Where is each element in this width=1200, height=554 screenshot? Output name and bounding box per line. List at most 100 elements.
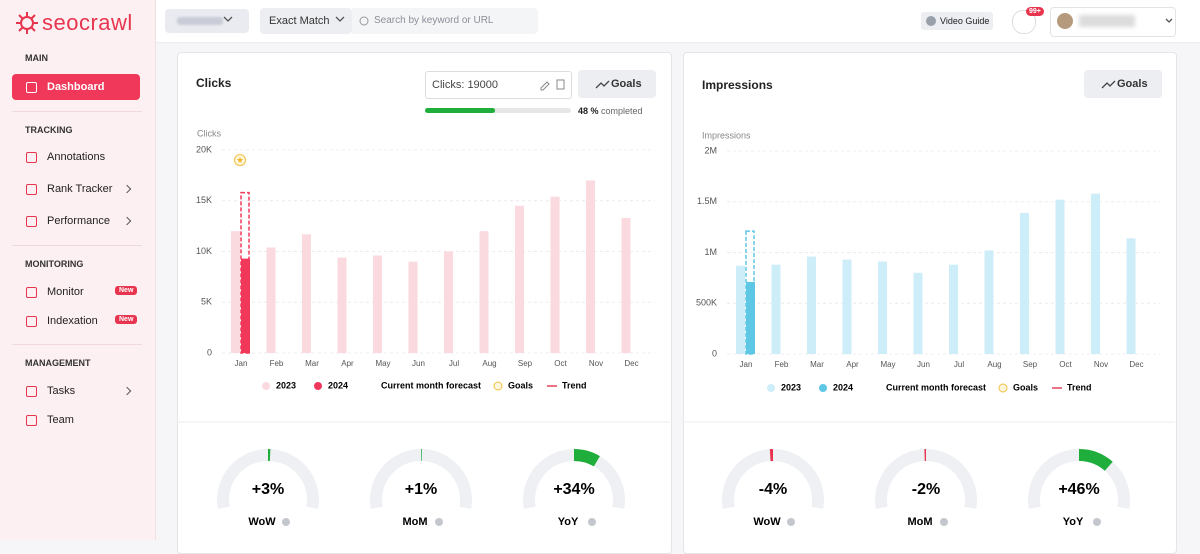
bar	[807, 257, 816, 354]
delete-icon[interactable]	[557, 80, 564, 89]
gauge-label: YoY	[558, 516, 579, 528]
x-tick-label: Nov	[1094, 360, 1108, 369]
bar	[985, 250, 994, 354]
bar	[1056, 200, 1065, 354]
bar	[622, 218, 631, 353]
y-tick-label: 1.5M	[697, 196, 717, 206]
x-tick-label: May	[375, 359, 390, 368]
bar	[444, 252, 453, 354]
gauge-value-label: +34%	[553, 481, 594, 498]
gauge-label: MoM	[907, 516, 932, 528]
bar	[1127, 238, 1136, 354]
legend-swatch	[494, 382, 502, 390]
x-tick-label: Jul	[954, 360, 964, 369]
gauge-label: WoW	[248, 516, 276, 528]
gauge-label: WoW	[753, 516, 781, 528]
y-tick-label: 1M	[704, 247, 717, 257]
bar	[843, 260, 852, 354]
x-tick-label: Oct	[1059, 360, 1072, 369]
legend-label: Trend	[562, 380, 587, 390]
legend-swatch	[262, 382, 270, 390]
bar	[267, 247, 276, 353]
edit-icon[interactable]	[541, 82, 549, 90]
gauge-label: MoM	[402, 516, 427, 528]
x-tick-label: Mar	[305, 359, 319, 368]
x-tick-label: Dec	[1129, 360, 1143, 369]
legend-label: Goals	[1013, 382, 1038, 392]
bar	[551, 197, 560, 353]
x-tick-label: Mar	[810, 360, 824, 369]
help-icon	[1093, 518, 1101, 526]
bar	[1020, 213, 1029, 354]
help-icon	[787, 518, 795, 526]
x-tick-label: Nov	[589, 359, 603, 368]
bar	[480, 231, 489, 353]
legend-label: Goals	[508, 380, 533, 390]
bar	[515, 206, 524, 353]
y-tick-label: 10K	[196, 246, 212, 256]
x-tick-label: Jul	[449, 359, 459, 368]
bar	[409, 262, 418, 353]
trend-icon	[596, 81, 609, 88]
help-icon	[588, 518, 596, 526]
bar	[949, 265, 958, 354]
bar	[241, 259, 250, 353]
gauge-value-label: +3%	[252, 481, 284, 498]
legend-label: 2023	[781, 382, 801, 392]
help-icon	[282, 518, 290, 526]
x-tick-label: Sep	[1023, 360, 1038, 369]
x-tick-label: Apr	[341, 359, 354, 368]
help-icon	[435, 518, 443, 526]
x-tick-label: Jun	[412, 359, 425, 368]
gauge-value-label: -4%	[759, 481, 787, 498]
legend-swatch	[819, 384, 827, 392]
x-tick-label: Aug	[482, 359, 496, 368]
bar	[772, 265, 781, 354]
bar	[878, 262, 887, 354]
gauge-value-label: +1%	[405, 481, 437, 498]
y-axis-label: Impressions	[702, 130, 751, 140]
bar	[746, 282, 755, 354]
x-tick-label: Apr	[846, 360, 859, 369]
legend-label: Current month forecast	[886, 382, 986, 392]
x-tick-label: Sep	[518, 359, 533, 368]
gauge-label: YoY	[1063, 516, 1084, 528]
legend-label: 2024	[328, 380, 348, 390]
gauge-value-label: -2%	[912, 481, 940, 498]
x-tick-label: Jan	[235, 359, 248, 368]
x-tick-label: Jun	[917, 360, 930, 369]
legend-swatch	[314, 382, 322, 390]
bar	[302, 234, 311, 353]
y-tick-label: 2M	[704, 145, 717, 155]
x-tick-label: Feb	[270, 359, 284, 368]
bar	[914, 273, 923, 354]
y-tick-label: 0	[207, 347, 212, 357]
help-icon	[940, 518, 948, 526]
gauge-value	[574, 455, 597, 461]
legend-swatch	[999, 384, 1007, 392]
x-tick-label: Jan	[740, 360, 753, 369]
legend-label: 2023	[276, 380, 296, 390]
y-tick-label: 0	[712, 348, 717, 358]
x-tick-label: Feb	[775, 360, 789, 369]
bar	[586, 180, 595, 353]
gauge-value	[1079, 455, 1109, 466]
progress-fill	[425, 108, 495, 113]
x-tick-label: Dec	[624, 359, 638, 368]
bar	[338, 258, 347, 353]
x-tick-label: May	[880, 360, 895, 369]
legend-swatch	[767, 384, 775, 392]
legend-label: 2024	[833, 382, 853, 392]
y-tick-label: 15K	[196, 195, 212, 205]
x-tick-label: Oct	[554, 359, 567, 368]
y-axis-label: Clicks	[197, 128, 221, 138]
charts-layer: Clicks 0 5K 10K 15K 20K Jan Feb Mar Apr May Jun Jul A…	[0, 0, 1200, 540]
y-tick-label: 5K	[201, 297, 212, 307]
y-tick-label: 20K	[196, 144, 212, 154]
x-tick-label: Aug	[987, 360, 1001, 369]
bar	[231, 231, 240, 353]
bar	[1091, 194, 1100, 354]
gauge-value-label: +46%	[1058, 481, 1099, 498]
trend-icon	[1102, 81, 1115, 88]
